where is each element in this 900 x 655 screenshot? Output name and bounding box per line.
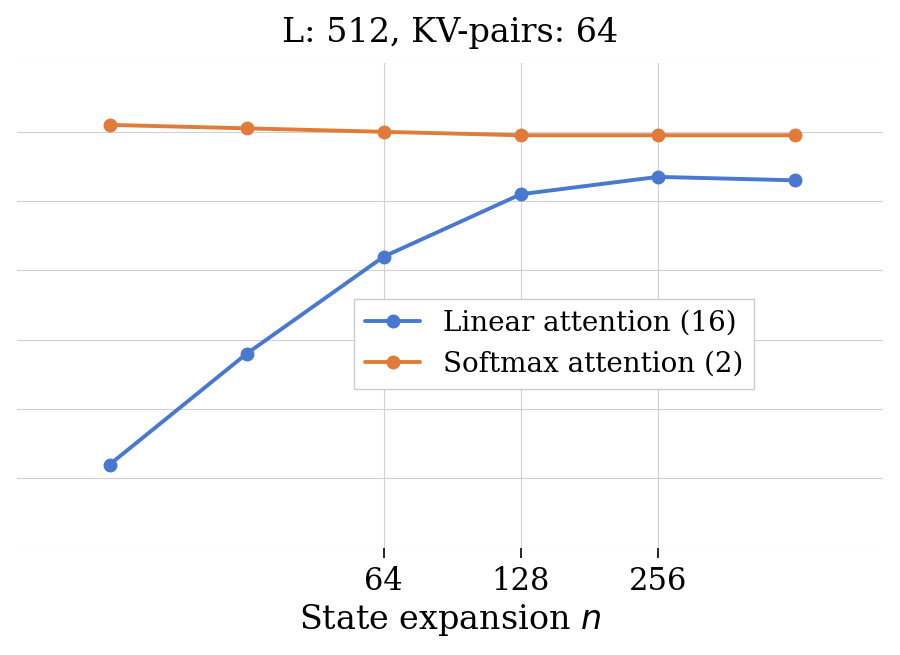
X-axis label: State expansion $n$: State expansion $n$: [299, 603, 601, 639]
Linear attention (16): [378, 253, 389, 261]
Softmax attention (2): [241, 124, 252, 132]
Linear attention (16): [652, 173, 663, 181]
Softmax attention (2): [516, 132, 526, 140]
Line: Linear attention (16): Linear attention (16): [104, 170, 801, 471]
Linear attention (16): [104, 460, 115, 468]
Softmax attention (2): [652, 132, 663, 140]
Linear attention (16): [241, 350, 252, 358]
Legend: Linear attention (16), Softmax attention (2): Linear attention (16), Softmax attention…: [354, 299, 754, 389]
Softmax attention (2): [104, 121, 115, 129]
Line: Softmax attention (2): Softmax attention (2): [104, 119, 801, 141]
Softmax attention (2): [378, 128, 389, 136]
Linear attention (16): [789, 176, 800, 184]
Title: L: 512, KV-pairs: 64: L: 512, KV-pairs: 64: [282, 16, 618, 48]
Softmax attention (2): [789, 132, 800, 140]
Linear attention (16): [516, 190, 526, 198]
